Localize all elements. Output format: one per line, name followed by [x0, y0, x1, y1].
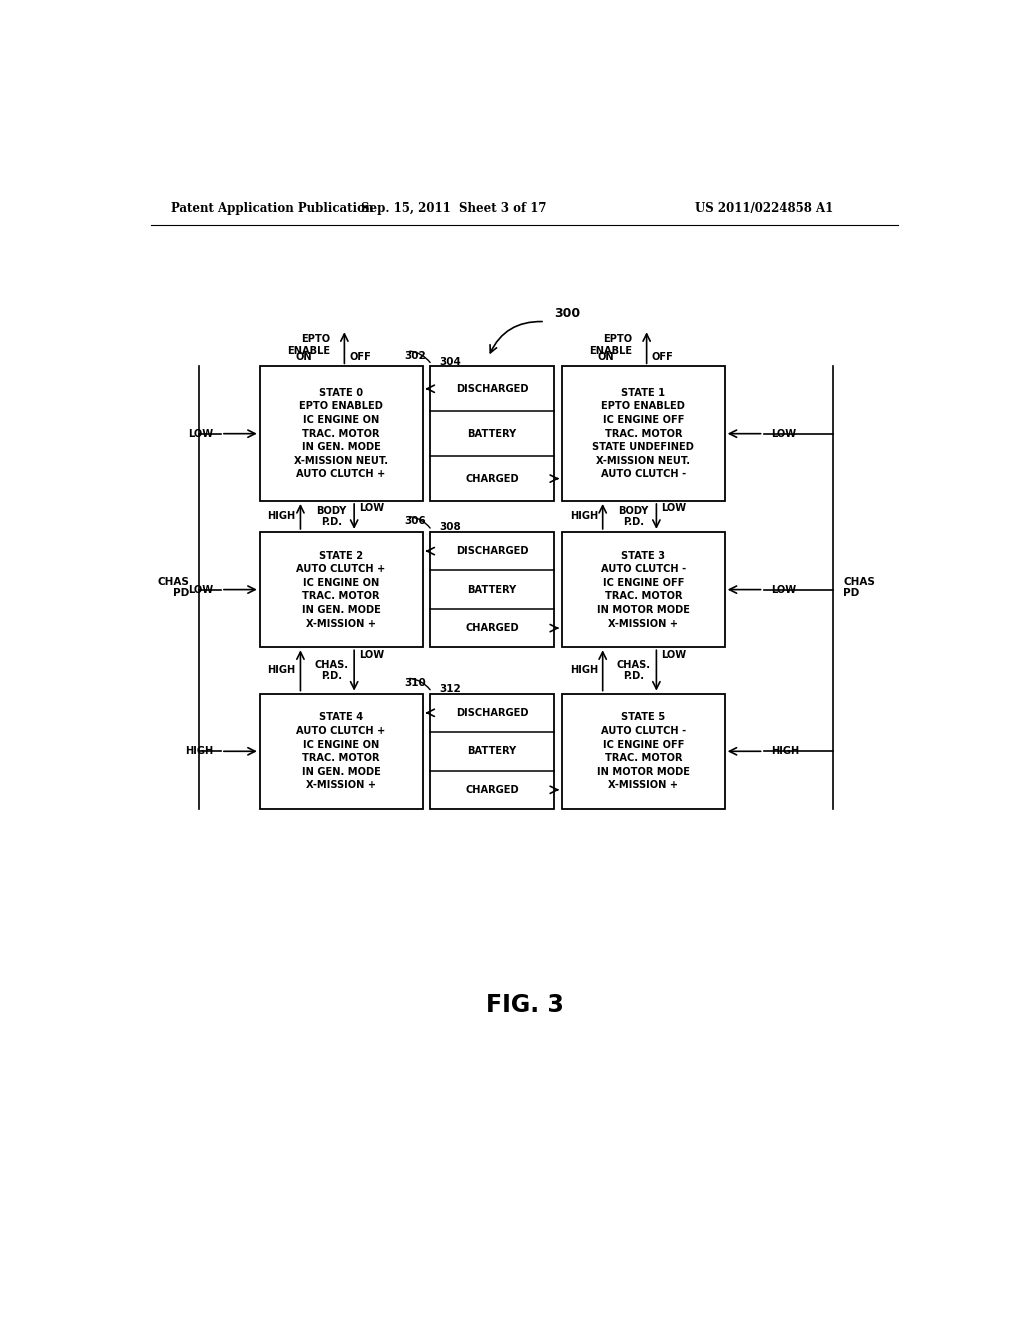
Text: STATE 2
AUTO CLUTCH +
IC ENGINE ON
TRAC. MOTOR
IN GEN. MODE
X-MISSION +: STATE 2 AUTO CLUTCH + IC ENGINE ON TRAC.…	[297, 550, 386, 628]
Text: Patent Application Publication: Patent Application Publication	[171, 202, 373, 215]
Text: LOW: LOW	[771, 429, 797, 438]
Text: US 2011/0224858 A1: US 2011/0224858 A1	[695, 202, 834, 215]
Text: HIGH: HIGH	[267, 665, 296, 676]
Text: 300: 300	[554, 308, 581, 321]
Text: STATE 1
EPTO ENABLED
IC ENGINE OFF
TRAC. MOTOR
STATE UNDEFINED
X-MISSION NEUT.
A: STATE 1 EPTO ENABLED IC ENGINE OFF TRAC.…	[593, 388, 694, 479]
Text: DISCHARGED: DISCHARGED	[456, 384, 528, 393]
Text: DISCHARGED: DISCHARGED	[456, 708, 528, 718]
Text: 312: 312	[439, 684, 461, 694]
Text: FIG. 3: FIG. 3	[485, 994, 564, 1018]
Text: STATE 0
EPTO ENABLED
IC ENGINE ON
TRAC. MOTOR
IN GEN. MODE
X-MISSION NEUT.
AUTO : STATE 0 EPTO ENABLED IC ENGINE ON TRAC. …	[294, 388, 388, 479]
Text: HIGH: HIGH	[569, 665, 598, 676]
Text: CHARGED: CHARGED	[466, 785, 519, 795]
Text: STATE 3
AUTO CLUTCH -
IC ENGINE OFF
TRAC. MOTOR
IN MOTOR MODE
X-MISSION +: STATE 3 AUTO CLUTCH - IC ENGINE OFF TRAC…	[597, 550, 690, 628]
Text: BATTERY: BATTERY	[468, 429, 517, 438]
Text: BATTERY: BATTERY	[468, 746, 517, 756]
Text: CHAS.
P.D.: CHAS. P.D.	[314, 660, 348, 681]
Text: ON: ON	[597, 352, 614, 363]
Bar	[430, 367, 554, 502]
Text: HIGH: HIGH	[771, 746, 800, 756]
Bar	[260, 693, 423, 809]
Bar	[430, 532, 554, 647]
Text: DISCHARGED: DISCHARGED	[456, 546, 528, 556]
Bar	[562, 532, 725, 647]
Text: LOW: LOW	[662, 649, 686, 660]
Text: LOW: LOW	[662, 503, 686, 513]
Text: OFF: OFF	[651, 352, 673, 363]
Text: CHARGED: CHARGED	[466, 474, 519, 483]
Text: 308: 308	[439, 523, 461, 532]
Text: CHARGED: CHARGED	[466, 623, 519, 634]
Text: Sep. 15, 2011  Sheet 3 of 17: Sep. 15, 2011 Sheet 3 of 17	[360, 202, 546, 215]
Text: OFF: OFF	[349, 352, 371, 363]
Text: 304: 304	[439, 356, 462, 367]
Text: BODY
P.D.: BODY P.D.	[618, 506, 648, 527]
Text: CHAS
PD: CHAS PD	[158, 577, 189, 598]
Text: EPTO
ENABLE: EPTO ENABLE	[590, 334, 633, 355]
Text: LOW: LOW	[358, 503, 384, 513]
Text: HIGH: HIGH	[267, 511, 296, 521]
Text: LOW: LOW	[188, 429, 213, 438]
Text: HIGH: HIGH	[569, 511, 598, 521]
Bar	[260, 532, 423, 647]
Bar	[562, 367, 725, 502]
Text: BODY
P.D.: BODY P.D.	[316, 506, 346, 527]
Text: LOW: LOW	[771, 585, 797, 594]
Text: LOW: LOW	[188, 585, 213, 594]
Text: 306: 306	[404, 516, 426, 527]
Text: 310: 310	[404, 677, 426, 688]
Bar	[260, 367, 423, 502]
Text: ON: ON	[295, 352, 312, 363]
Text: HIGH: HIGH	[185, 746, 213, 756]
Text: STATE 5
AUTO CLUTCH -
IC ENGINE OFF
TRAC. MOTOR
IN MOTOR MODE
X-MISSION +: STATE 5 AUTO CLUTCH - IC ENGINE OFF TRAC…	[597, 713, 690, 791]
Text: CHAS
PD: CHAS PD	[844, 577, 876, 598]
Bar	[562, 693, 725, 809]
Text: EPTO
ENABLE: EPTO ENABLE	[288, 334, 331, 355]
Text: STATE 4
AUTO CLUTCH +
IC ENGINE ON
TRAC. MOTOR
IN GEN. MODE
X-MISSION +: STATE 4 AUTO CLUTCH + IC ENGINE ON TRAC.…	[297, 713, 386, 791]
Bar	[430, 693, 554, 809]
Text: 302: 302	[404, 351, 426, 360]
Text: CHAS.
P.D.: CHAS. P.D.	[616, 660, 650, 681]
Text: LOW: LOW	[358, 649, 384, 660]
Text: BATTERY: BATTERY	[468, 585, 517, 594]
